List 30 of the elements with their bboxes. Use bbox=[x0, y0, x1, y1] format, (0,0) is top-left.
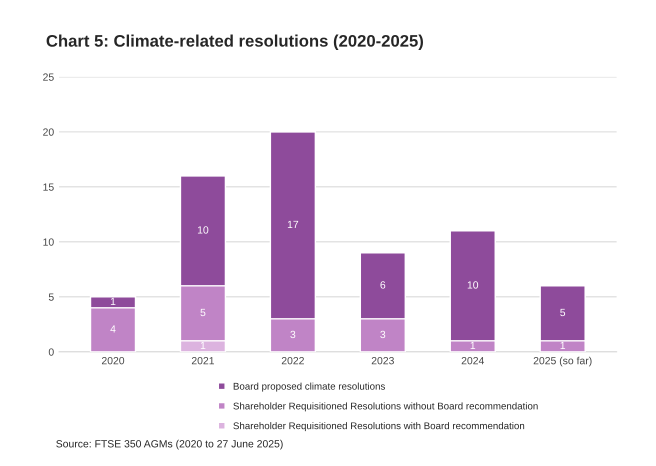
data-label: 1 bbox=[560, 342, 566, 350]
x-tick-label: 2023 bbox=[372, 356, 394, 364]
y-tick-label: 5 bbox=[48, 293, 54, 301]
data-label: 3 bbox=[290, 330, 296, 338]
x-tick-label: 2021 bbox=[192, 356, 214, 364]
data-label: 6 bbox=[380, 281, 386, 289]
data-label: 3 bbox=[380, 330, 386, 338]
y-tick-label: 15 bbox=[43, 183, 54, 191]
data-label: 5 bbox=[200, 308, 206, 316]
data-label: 4 bbox=[110, 325, 116, 333]
data-label: 10 bbox=[198, 226, 208, 234]
chart-title: Chart 5: Climate-related resolutions (2020-2025) bbox=[46, 34, 423, 50]
legend-label: Shareholder Requisitioned Resolutions with Board recommendation bbox=[233, 422, 524, 432]
y-tick-label: 10 bbox=[43, 238, 54, 246]
x-tick-label: 2024 bbox=[462, 356, 484, 364]
legend-label: Board proposed climate resolutions bbox=[234, 382, 385, 392]
source-note: Source: FTSE 350 AGMs (2020 to 27 June 2025) bbox=[56, 440, 283, 450]
y-tick-label: 25 bbox=[43, 73, 54, 81]
data-label: 10 bbox=[468, 281, 478, 289]
y-tick-label: 0 bbox=[48, 348, 54, 356]
legend-label: Shareholder Requisitioned Resolutions without Board recommendation bbox=[233, 402, 538, 412]
data-label: 1 bbox=[200, 342, 206, 350]
x-tick-label: 2025 (so far) bbox=[534, 356, 592, 366]
data-label: 17 bbox=[288, 220, 298, 228]
data-label: 1 bbox=[470, 342, 476, 350]
x-tick-label: 2022 bbox=[282, 356, 304, 364]
data-label: 5 bbox=[560, 308, 566, 316]
data-label: 1 bbox=[110, 298, 116, 306]
y-tick-label: 20 bbox=[43, 128, 54, 136]
x-tick-label: 2020 bbox=[102, 356, 124, 364]
